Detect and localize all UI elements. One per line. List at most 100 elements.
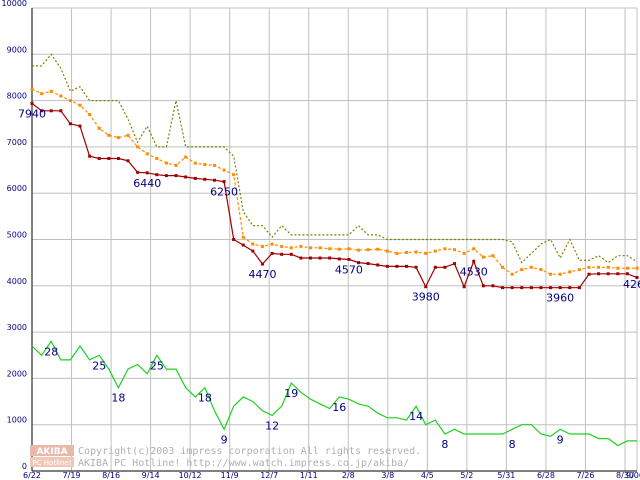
y-tick-label: 9000 — [7, 45, 27, 54]
x-tick-label: 8/30 — [616, 471, 634, 480]
data-point — [88, 154, 92, 158]
data-point — [193, 176, 197, 180]
x-tick-label: 12/7 — [260, 471, 278, 480]
data-point — [251, 242, 255, 246]
data-point — [241, 243, 245, 247]
data-point — [318, 246, 322, 250]
data-point — [635, 275, 639, 279]
data-point — [625, 272, 629, 276]
y-tick-label: 2000 — [7, 369, 27, 378]
copyright-watermark: AKIBA PC Hotline! Copyright(c)2003 impre… — [30, 445, 421, 469]
data-point — [357, 248, 361, 252]
data-point — [260, 244, 264, 248]
data-label: 14 — [409, 410, 423, 423]
data-point — [59, 109, 63, 113]
data-point — [616, 266, 620, 270]
data-point — [116, 156, 120, 160]
data-point — [520, 286, 524, 290]
data-point — [97, 126, 101, 130]
data-point — [270, 242, 274, 246]
data-point — [184, 175, 188, 179]
akiba-logo-bottom-bg — [30, 457, 74, 467]
data-label: 18 — [111, 392, 125, 405]
data-point — [280, 252, 284, 256]
data-label: 4530 — [460, 265, 488, 278]
data-point — [68, 122, 72, 126]
data-point — [212, 163, 216, 167]
data-point — [414, 250, 418, 254]
data-point — [376, 247, 380, 251]
data-point — [366, 248, 370, 252]
data-point — [587, 265, 591, 269]
data-point — [328, 256, 332, 260]
data-point — [193, 161, 197, 165]
data-point — [357, 261, 361, 265]
data-point — [222, 180, 226, 184]
data-point — [299, 256, 303, 260]
data-point — [289, 252, 293, 256]
x-tick-label: 5/2 — [460, 471, 473, 480]
y-tick-label: 5000 — [7, 231, 27, 240]
series-line-3 — [31, 340, 637, 447]
data-point — [366, 262, 370, 266]
data-label: 4570 — [335, 263, 363, 276]
x-axis-ticks: 6/22 7/19 8/16 9/14 10/12 11/9 12/7 1/11 2/8 3/8 4… — [23, 471, 640, 480]
data-point — [501, 265, 505, 269]
data-point — [337, 257, 341, 261]
data-point — [289, 246, 293, 250]
data-label: 8 — [509, 438, 516, 451]
y-tick-label: 7000 — [7, 138, 27, 147]
data-point — [155, 173, 159, 177]
data-point — [395, 251, 399, 255]
data-label: 8 — [441, 438, 448, 451]
data-point — [472, 259, 476, 263]
data-point — [78, 124, 82, 128]
data-point — [539, 286, 543, 290]
data-point — [597, 265, 601, 269]
data-point — [308, 246, 312, 250]
data-point — [424, 285, 428, 289]
data-label: 9 — [221, 433, 228, 446]
akiba-logo-subtext: PC Hotline! — [32, 459, 71, 467]
series-line-2 — [31, 102, 638, 289]
data-point — [520, 268, 524, 272]
data-point — [491, 254, 495, 258]
x-tick-label: 9/06 — [626, 471, 640, 480]
data-label: 3960 — [546, 292, 574, 305]
x-tick-label: 1/11 — [300, 471, 318, 480]
y-tick-label: 6000 — [7, 184, 27, 193]
data-point — [568, 270, 572, 274]
data-point — [88, 112, 92, 116]
data-point — [385, 249, 389, 253]
data-point — [203, 162, 207, 166]
x-tick-label: 4/5 — [421, 471, 434, 480]
data-point — [558, 272, 562, 276]
data-point — [376, 263, 380, 267]
data-point — [241, 235, 245, 239]
data-point — [414, 265, 418, 269]
x-tick-label: 7/19 — [63, 471, 81, 480]
data-point — [164, 174, 168, 178]
data-point — [347, 247, 351, 251]
data-point — [529, 286, 533, 290]
data-point — [635, 266, 639, 270]
y-tick-label: 3000 — [7, 323, 27, 332]
data-point — [568, 286, 572, 290]
site-url-line: AKIBA PC Hotline! http://www.watch.impre… — [78, 458, 409, 469]
x-tick-label: 7/26 — [576, 471, 594, 480]
data-point — [491, 284, 495, 288]
data-label: 4470 — [248, 268, 276, 281]
data-point — [145, 171, 149, 175]
data-point — [299, 244, 303, 248]
data-point — [577, 268, 581, 272]
data-point — [510, 286, 514, 290]
x-tick-label: 10/12 — [179, 471, 202, 480]
data-point — [405, 250, 409, 254]
data-point — [597, 272, 601, 276]
data-point — [30, 101, 34, 105]
x-tick-label: 8/16 — [102, 471, 120, 480]
data-point — [385, 264, 389, 268]
data-label: 4260 — [623, 278, 640, 291]
data-point — [481, 284, 485, 288]
